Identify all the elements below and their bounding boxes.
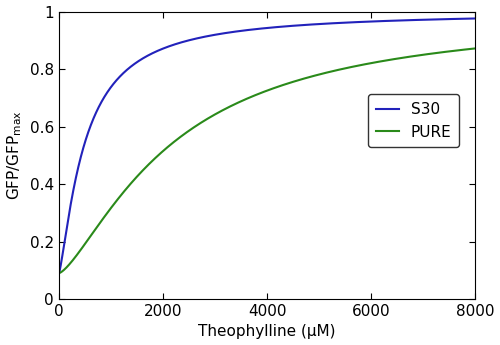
S30 [104, 92, 110, 96]
PURE [419, 53, 425, 57]
PURE [128, 181, 134, 185]
Line: S30: S30 [59, 19, 475, 273]
S30 [419, 18, 425, 22]
PURE [472, 46, 478, 50]
S30 [128, 65, 134, 69]
S30 [234, 29, 239, 33]
X-axis label: Theophylline (μM): Theophylline (μM) [198, 324, 336, 339]
S30 [56, 271, 62, 275]
Legend: S30, PURE: S30, PURE [368, 94, 459, 147]
PURE [104, 212, 110, 216]
S30 [464, 17, 470, 21]
Line: PURE: PURE [59, 48, 475, 273]
PURE [56, 271, 62, 275]
S30 [472, 17, 478, 21]
PURE [464, 47, 470, 51]
Y-axis label: GFP/GFP$_\mathrm{max}$: GFP/GFP$_\mathrm{max}$ [6, 110, 25, 200]
PURE [234, 101, 239, 106]
PURE [216, 110, 222, 115]
S30 [216, 32, 222, 36]
